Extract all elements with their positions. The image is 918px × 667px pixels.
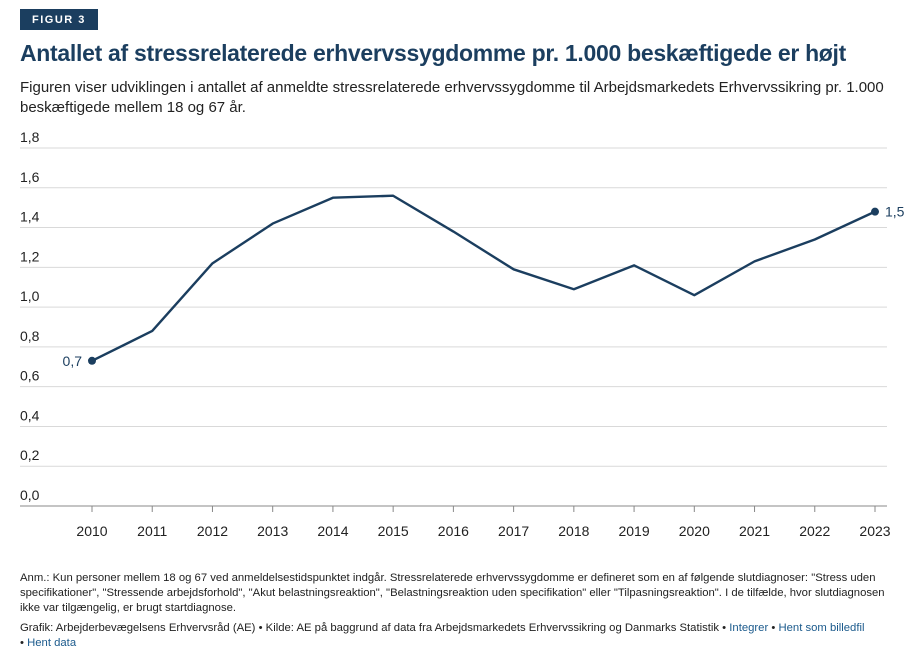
x-tick-label: 2015 <box>378 523 409 539</box>
x-axis-ticks: 2010 2011 2012 2013 2014 2015 2016 2017 2018 2019… <box>76 506 891 539</box>
x-tick-label: 2019 <box>618 523 649 539</box>
y-tick-label: 1,0 <box>20 288 40 304</box>
credits-separator: • <box>771 622 776 634</box>
x-tick-label: 2023 <box>859 523 890 539</box>
x-tick-label: 2013 <box>257 523 288 539</box>
x-tick-label: 2020 <box>679 523 710 539</box>
data-label: 1,5 <box>885 204 905 220</box>
y-tick-label: 1,6 <box>20 169 40 185</box>
embed-link[interactable]: Integrer <box>729 622 769 634</box>
x-tick-label: 2017 <box>498 523 529 539</box>
download-image-link[interactable]: Hent som billedfil <box>778 622 865 634</box>
x-tick-label: 2014 <box>317 523 348 539</box>
download-data-link[interactable]: Hent data <box>27 637 77 649</box>
chart-title: Antallet af stressrelaterede erhvervssyg… <box>20 40 847 66</box>
chart-credits: Grafik: Arbejderbevægelsens Erhvervsråd … <box>20 621 870 651</box>
y-tick-label: 1,4 <box>20 209 40 225</box>
y-tick-label: 1,2 <box>20 248 40 264</box>
credits-separator: • <box>20 637 24 649</box>
line-chart: 0,00,20,40,60,81,01,21,41,61,8 2010 2011 2… <box>20 129 905 539</box>
chart-note: Anm.: Kun personer mellem 18 og 67 ved a… <box>20 572 885 614</box>
x-tick-label: 2010 <box>76 523 107 539</box>
gridlines <box>20 147 887 507</box>
y-tick-label: 0,6 <box>20 368 40 384</box>
x-tick-label: 2011 <box>137 523 167 539</box>
y-axis-ticks: 0,0 0,2 0,4 0,6 0,8 1,0 1,2 1,4 1,6 1,8 <box>20 129 40 503</box>
series-layer <box>90 194 877 363</box>
data-point-marker <box>871 207 879 216</box>
data-label: 0,7 <box>63 353 83 369</box>
y-tick-label: 1,8 <box>20 129 40 145</box>
annotations: 0,7 1,5 <box>63 204 905 369</box>
x-tick-label: 2012 <box>197 523 228 539</box>
x-tick-label: 2018 <box>558 523 589 539</box>
credits-text: Grafik: Arbejderbevægelsens Erhvervsråd … <box>20 622 727 634</box>
chart-subtitle: Figuren viser udviklingen i antallet af … <box>20 79 884 116</box>
y-tick-label: 0,8 <box>20 328 40 344</box>
series-line <box>90 194 877 363</box>
y-tick-label: 0,0 <box>20 487 40 503</box>
x-tick-label: 2022 <box>799 523 830 539</box>
y-tick-label: 0,4 <box>20 407 40 423</box>
data-point-marker <box>88 356 96 365</box>
x-tick-label: 2021 <box>739 523 770 539</box>
figure-label-badge: FIGUR 3 <box>20 9 98 30</box>
y-tick-label: 0,2 <box>20 447 40 463</box>
x-tick-label: 2016 <box>438 523 469 539</box>
